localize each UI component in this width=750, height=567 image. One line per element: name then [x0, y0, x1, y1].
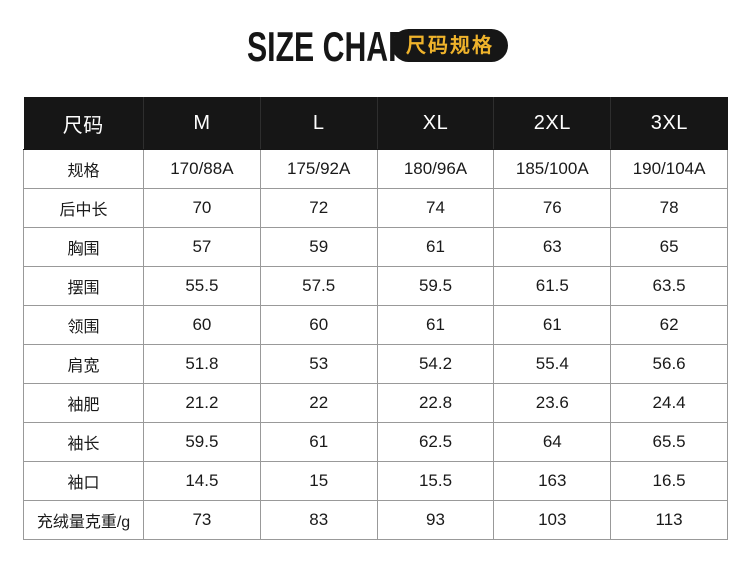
measurement-label: 袖口: [23, 461, 144, 501]
size-value-cell: 16.5: [610, 461, 728, 501]
table-row: 规格 170/88A 175/92A 180/96A 185/100A 190/104A: [23, 149, 728, 189]
size-column-header: 3XL: [610, 97, 728, 150]
size-value-cell: 61: [259, 422, 378, 462]
size-value-cell: 24.4: [610, 383, 728, 423]
size-value-cell: 53: [259, 344, 378, 384]
table-row: 袖口 14.5 15 15.5 163 16.5: [23, 461, 728, 501]
size-value-cell: 163: [493, 461, 612, 501]
corner-header: 尺码: [23, 97, 144, 150]
table-row: 领围 60 60 61 61 62: [23, 305, 728, 345]
size-value-cell: 170/88A: [143, 149, 261, 189]
size-value-cell: 70: [143, 188, 261, 228]
size-value-cell: 74: [376, 188, 495, 228]
size-value-cell: 57.5: [259, 266, 378, 306]
size-value-cell: 21.2: [143, 383, 261, 423]
size-value-cell: 175/92A: [259, 149, 378, 189]
size-value-cell: 61.5: [493, 266, 612, 306]
size-value-cell: 76: [493, 188, 612, 228]
table-row: 袖肥 21.2 22 22.8 23.6 24.4: [23, 383, 728, 423]
size-value-cell: 72: [259, 188, 378, 228]
measurement-label: 领围: [23, 305, 144, 345]
size-value-cell: 78: [610, 188, 728, 228]
size-value-cell: 61: [376, 227, 495, 267]
size-table-header-row: 尺码 M L XL 2XL 3XL: [23, 97, 728, 150]
size-value-cell: 83: [259, 500, 378, 540]
size-value-cell: 14.5: [143, 461, 261, 501]
title-badge-label: 尺码规格: [406, 34, 494, 57]
table-row: 袖长 59.5 61 62.5 64 65.5: [23, 422, 728, 462]
size-value-cell: 65: [610, 227, 728, 267]
measurement-label: 肩宽: [23, 344, 144, 384]
measurement-label: 摆围: [23, 266, 144, 306]
measurement-label: 袖肥: [23, 383, 144, 423]
measurement-label: 胸围: [23, 227, 144, 267]
size-value-cell: 60: [259, 305, 378, 345]
size-table-head: 尺码 M L XL 2XL 3XL: [23, 97, 728, 150]
size-table-body: 规格 170/88A 175/92A 180/96A 185/100A 190/104A 后…: [23, 149, 728, 540]
size-value-cell: 55.4: [493, 344, 612, 384]
size-value-cell: 62: [610, 305, 728, 345]
size-column-header: XL: [377, 97, 495, 150]
size-value-cell: 61: [493, 305, 612, 345]
size-value-cell: 56.6: [610, 344, 728, 384]
measurement-label: 后中长: [23, 188, 144, 228]
size-value-cell: 93: [376, 500, 495, 540]
size-column-header: M: [143, 97, 261, 150]
size-value-cell: 64: [493, 422, 612, 462]
size-value-cell: 51.8: [143, 344, 261, 384]
size-value-cell: 22.8: [376, 383, 495, 423]
size-column-header: L: [260, 97, 378, 150]
size-value-cell: 113: [610, 500, 728, 540]
size-value-cell: 15: [259, 461, 378, 501]
measurement-label: 规格: [23, 149, 144, 189]
size-value-cell: 57: [143, 227, 261, 267]
size-value-cell: 63: [493, 227, 612, 267]
table-row: 后中长 70 72 74 76 78: [23, 188, 728, 228]
measurement-label: 充绒量克重/g: [23, 500, 144, 540]
size-value-cell: 103: [493, 500, 612, 540]
size-value-cell: 55.5: [143, 266, 261, 306]
size-value-cell: 60: [143, 305, 261, 345]
table-row: 肩宽 51.8 53 54.2 55.4 56.6: [23, 344, 728, 384]
size-value-cell: 22: [259, 383, 378, 423]
table-row: 充绒量克重/g 73 83 93 103 113: [23, 500, 728, 540]
size-value-cell: 190/104A: [610, 149, 728, 189]
size-value-cell: 180/96A: [376, 149, 495, 189]
size-table: 尺码 M L XL 2XL 3XL 规格 170/88A 175/92A 180/96A 185/…: [23, 97, 728, 540]
table-row: 胸围 57 59 61 63 65: [23, 227, 728, 267]
size-value-cell: 63.5: [610, 266, 728, 306]
size-value-cell: 62.5: [376, 422, 495, 462]
table-row: 摆围 55.5 57.5 59.5 61.5 63.5: [23, 266, 728, 306]
size-value-cell: 54.2: [376, 344, 495, 384]
title-badge: 尺码规格: [392, 29, 508, 62]
size-value-cell: 61: [376, 305, 495, 345]
size-value-cell: 73: [143, 500, 261, 540]
size-value-cell: 23.6: [493, 383, 612, 423]
measurement-label: 袖长: [23, 422, 144, 462]
size-value-cell: 15.5: [376, 461, 495, 501]
size-value-cell: 59.5: [376, 266, 495, 306]
size-column-header: 2XL: [493, 97, 612, 150]
size-value-cell: 185/100A: [493, 149, 612, 189]
size-value-cell: 65.5: [610, 422, 728, 462]
size-value-cell: 59: [259, 227, 378, 267]
size-value-cell: 59.5: [143, 422, 261, 462]
